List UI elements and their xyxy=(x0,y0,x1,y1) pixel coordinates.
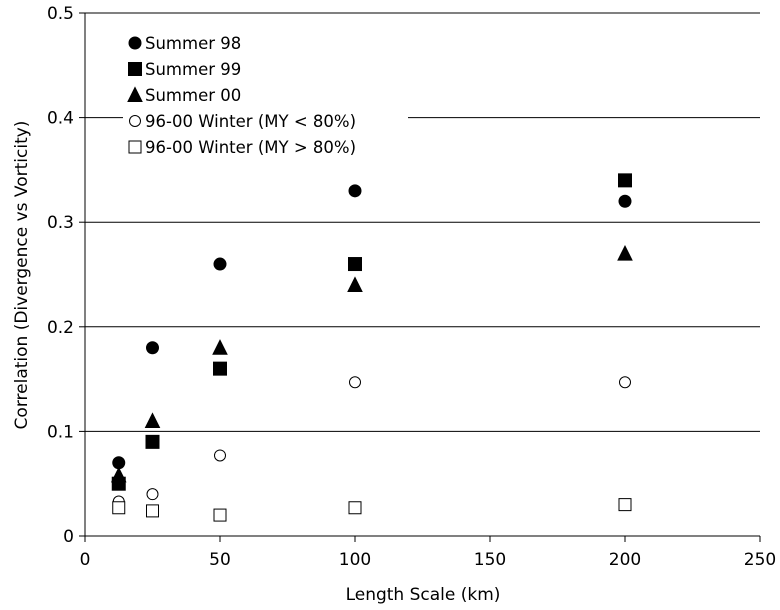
legend-background xyxy=(123,27,408,159)
legend-label-2: Summer 99 xyxy=(145,60,241,79)
x-axis-label: Length Scale (km) xyxy=(346,585,501,605)
legend-marker-4 xyxy=(129,115,141,127)
y-tick-label: 0.2 xyxy=(47,318,74,338)
y-tick-label: 0.4 xyxy=(47,109,74,129)
legend-label-5: 96-00 Winter (MY > 80%) xyxy=(145,138,356,157)
data-point-5 xyxy=(348,501,362,515)
data-point-5 xyxy=(112,501,126,515)
x-tick-label: 250 xyxy=(744,550,776,570)
legend-label-3: Summer 00 xyxy=(145,86,241,105)
y-tick-label: 0 xyxy=(63,527,74,547)
data-point-1 xyxy=(146,341,159,355)
legend-label-1: Summer 98 xyxy=(145,34,241,53)
x-tick-label: 150 xyxy=(474,550,506,570)
x-tick-label: 0 xyxy=(80,550,91,570)
data-point-3 xyxy=(212,339,228,355)
axes xyxy=(79,12,761,542)
data-point-3 xyxy=(110,466,127,483)
tick-labels: 0 0.1 0.2 0.3 0.4 0.5 0 50 100 150 200 250 xyxy=(47,4,776,570)
data-point-1 xyxy=(618,194,632,208)
y-tick-label: 0.5 xyxy=(47,4,74,24)
data-point-5 xyxy=(146,504,159,518)
data-point-3 xyxy=(347,276,363,292)
data-point-4 xyxy=(214,449,226,462)
data-point-3 xyxy=(144,412,161,428)
y-tick-label: 0.1 xyxy=(47,422,74,442)
legend-marker-2 xyxy=(128,62,142,76)
data-point-2 xyxy=(213,361,227,376)
data-point-4 xyxy=(146,488,159,501)
y-axis-label: Correlation (Divergence vs Vorticity) xyxy=(12,121,32,430)
data-point-5 xyxy=(213,508,227,522)
data-points xyxy=(110,173,633,522)
x-tick-label: 200 xyxy=(609,550,641,570)
legend: Summer 98 Summer 99 Summer 00 96-00 Winter … xyxy=(127,34,356,157)
data-point-4 xyxy=(349,376,361,389)
data-point-4 xyxy=(619,376,631,389)
legend-marker-5 xyxy=(128,140,142,154)
legend-marker-1 xyxy=(128,36,142,50)
data-point-2 xyxy=(145,434,160,449)
data-point-1 xyxy=(348,184,362,198)
legend-label-4: 96-00 Winter (MY < 80%) xyxy=(145,112,356,131)
legend-marker-3 xyxy=(127,86,143,102)
x-tick-label: 50 xyxy=(209,550,231,570)
data-point-2 xyxy=(618,173,632,188)
data-point-5 xyxy=(618,498,632,512)
data-point-1 xyxy=(213,257,227,271)
x-tick-label: 100 xyxy=(339,550,371,570)
data-point-2 xyxy=(348,257,362,272)
y-tick-label: 0.3 xyxy=(47,213,74,233)
data-point-3 xyxy=(617,244,633,261)
